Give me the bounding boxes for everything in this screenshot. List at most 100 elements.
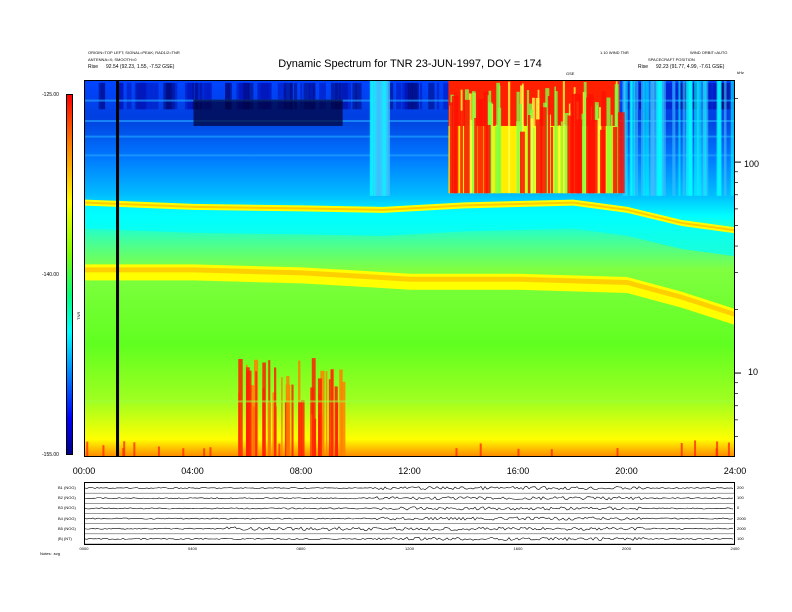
lowfreq-burst <box>238 358 243 456</box>
bottom-spike <box>479 443 482 456</box>
hf-dark-texture <box>264 82 272 110</box>
bottom-spike <box>727 442 730 456</box>
trace-line <box>84 526 734 531</box>
vertical-marker <box>116 81 120 456</box>
chart-title: Dynamic Spectrum for TNR 23-JUN-1997, DO… <box>278 58 542 70</box>
trace-right-value: 100 <box>737 495 744 501</box>
hf-dark-texture <box>639 82 642 110</box>
trace-label: B3 (NOG) <box>58 505 76 511</box>
lowfreq-burst <box>267 401 271 456</box>
header-right-rise-value: 92.23 (91.77, 4.99, -7.61 GSE) <box>656 64 725 70</box>
burst-streak <box>554 86 556 194</box>
burst-streak <box>597 118 601 194</box>
lowfreq-burst <box>298 401 302 456</box>
hf-dark-texture <box>309 82 314 110</box>
hf-dark-texture <box>443 82 451 110</box>
lowfreq-burst <box>334 386 338 456</box>
hf-dark-texture <box>165 82 171 110</box>
hf-dark-texture <box>283 82 294 110</box>
bottom-spike <box>209 447 212 456</box>
bottom-spike <box>102 445 105 456</box>
cyan-burst <box>663 81 666 196</box>
hf-streak <box>85 120 734 123</box>
burst-streak <box>545 88 550 194</box>
burst-streak <box>606 97 611 194</box>
x-tick-label: 00:00 <box>72 466 96 476</box>
lowfreq-burst <box>328 379 331 456</box>
lowfreq-burst <box>314 418 317 456</box>
burst-red-streak <box>550 126 554 194</box>
bottom-spike <box>133 442 136 456</box>
y-axis-ticks <box>735 98 741 437</box>
trace-footer-label: Notes: .svg <box>40 551 61 556</box>
bottom-spike <box>550 449 553 456</box>
cyan-burst <box>698 81 702 196</box>
trace-line <box>84 506 734 511</box>
hf-dark-texture <box>330 82 341 110</box>
burst-red-streak <box>464 99 470 194</box>
colorbar-tick-mid: -140.00 <box>42 272 59 278</box>
hf-dark-texture <box>204 82 212 110</box>
cyan-burst <box>653 81 657 196</box>
lowfreq-burst <box>325 371 328 456</box>
x-tick-label: 24:00 <box>723 466 747 476</box>
burst-streak <box>494 126 498 194</box>
burst-red-streak <box>571 93 577 194</box>
lowfreq-burst <box>281 377 283 456</box>
x-tick-label: 16:00 <box>506 466 530 476</box>
lowfreq-burst <box>246 372 248 456</box>
trace-label: B1 (NOG) <box>58 485 76 491</box>
cyan-burst <box>369 81 374 196</box>
bottom-spike <box>157 446 160 456</box>
lowfreq-burst <box>341 381 346 456</box>
colorbar-tick-bottom: -155.00 <box>42 452 59 458</box>
burst-streak <box>560 121 563 194</box>
burst-red-streak <box>547 96 551 194</box>
burst-streak <box>583 81 587 194</box>
header-right-line2: SPACECRAFT POSITION <box>648 57 695 62</box>
bottom-spike <box>182 448 185 456</box>
cyan-burst <box>717 81 722 196</box>
trace-x-tick: 2400 <box>730 546 740 551</box>
colorbar-tick-top: -125.00 <box>42 92 59 98</box>
hf-dark-texture <box>192 82 195 110</box>
trace-panel-frame <box>84 482 735 545</box>
bottom-spike <box>716 441 719 456</box>
burst-red-streak <box>536 119 543 194</box>
y-tick-10: 10 <box>748 367 759 377</box>
cyan-burst <box>702 81 707 196</box>
hf-dark-texture <box>319 82 326 110</box>
burst-red-streak <box>451 95 459 194</box>
x-tick-label: 08:00 <box>289 466 313 476</box>
dark-region <box>193 99 343 126</box>
hf-dark-texture <box>143 82 154 110</box>
cyan-burst <box>678 81 681 196</box>
hf-dark-texture <box>355 82 362 110</box>
hf-dark-texture <box>711 82 718 110</box>
lowfreq-burst <box>255 371 258 456</box>
bottom-spike <box>278 443 281 456</box>
hf-dark-texture <box>402 82 408 110</box>
burst-red-streak <box>449 102 454 194</box>
lowfreq-burst <box>311 358 316 456</box>
cyan-band <box>85 204 734 257</box>
burst-red-streak <box>577 125 581 194</box>
cyan-burst <box>655 81 661 196</box>
hf-dark-texture <box>419 82 423 110</box>
trace-line <box>84 496 734 501</box>
lowfreq-burst <box>301 400 305 456</box>
bottom-spike <box>517 448 520 456</box>
cyan-burst <box>650 81 655 196</box>
trace-right-value: 0 <box>737 505 740 511</box>
trace-x-tick: 0800 <box>296 546 306 551</box>
bottom-spike <box>203 448 206 456</box>
cyan-burst <box>660 81 665 196</box>
burst-red-streak <box>477 98 484 194</box>
cyan-burst <box>672 81 676 196</box>
header-right-rise-label: Rise <box>638 64 649 70</box>
header-left-line2: ANTENNA=X; SMOOTH=0 <box>88 57 137 62</box>
cyan-burst <box>702 81 705 196</box>
lowfreq-burst <box>247 370 252 456</box>
hf-dark-texture <box>225 82 232 110</box>
hf-dark-texture <box>195 82 206 110</box>
